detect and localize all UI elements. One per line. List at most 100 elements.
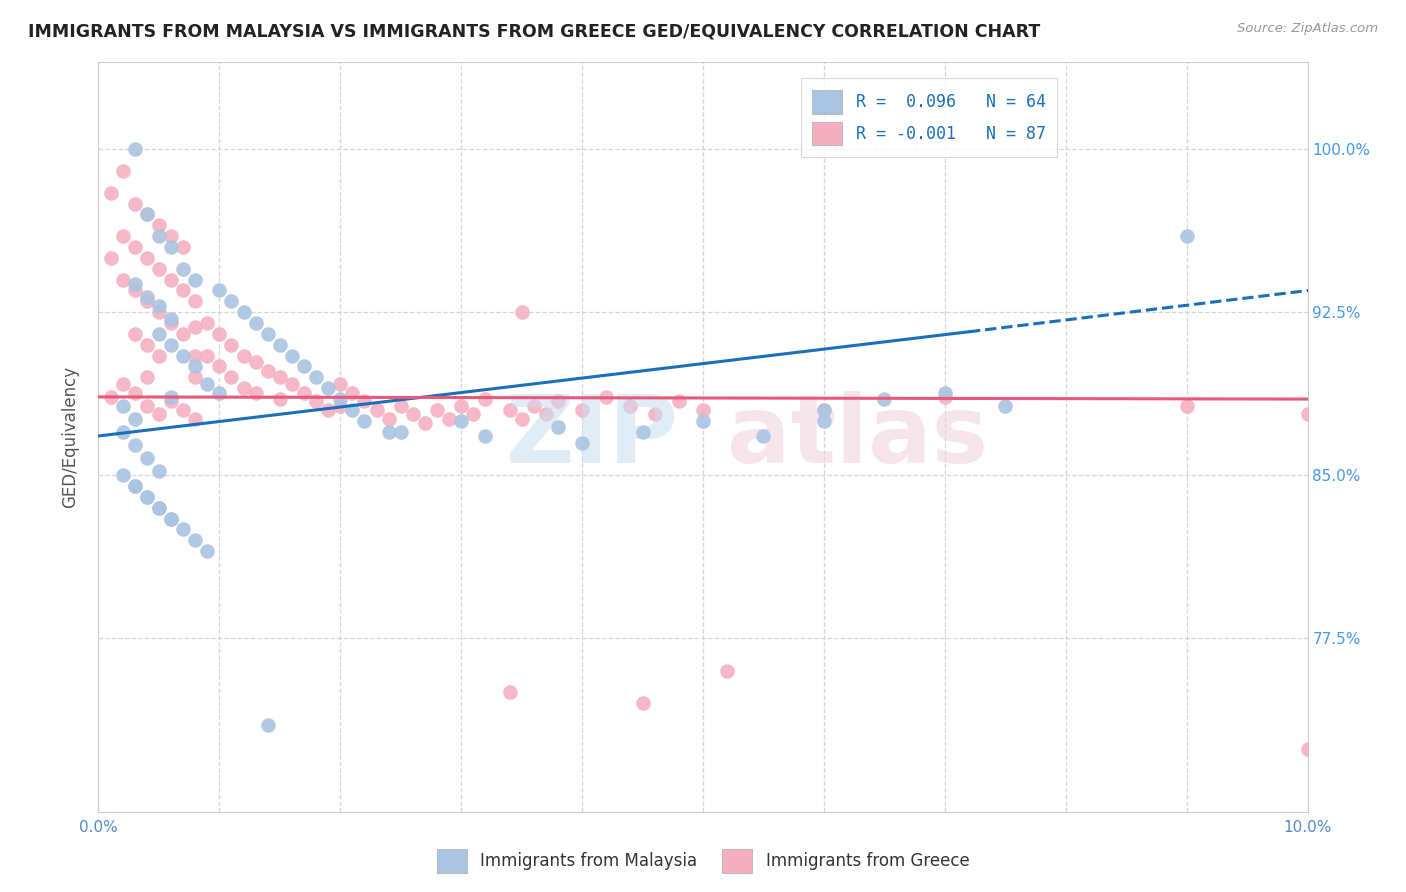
Point bbox=[1296, 407, 1319, 421]
Point bbox=[377, 411, 399, 425]
Point bbox=[195, 376, 218, 391]
Point bbox=[437, 411, 460, 425]
Point bbox=[135, 294, 157, 309]
Point bbox=[172, 349, 194, 363]
Point bbox=[172, 240, 194, 254]
Point bbox=[595, 390, 617, 404]
Point bbox=[232, 381, 254, 395]
Point bbox=[221, 294, 243, 309]
Point bbox=[631, 696, 654, 710]
Point bbox=[135, 490, 157, 504]
Point bbox=[148, 305, 170, 319]
Point bbox=[208, 284, 231, 298]
Point bbox=[124, 240, 146, 254]
Point bbox=[160, 511, 183, 525]
Point bbox=[184, 359, 207, 374]
Point bbox=[148, 500, 170, 515]
Point bbox=[232, 349, 254, 363]
Point bbox=[160, 338, 183, 352]
Point bbox=[135, 207, 157, 221]
Point bbox=[571, 435, 593, 450]
Point bbox=[269, 370, 291, 384]
Point bbox=[124, 196, 146, 211]
Point bbox=[184, 533, 207, 548]
Point bbox=[342, 385, 364, 400]
Point bbox=[692, 403, 714, 417]
Point bbox=[463, 407, 485, 421]
Point bbox=[172, 403, 194, 417]
Point bbox=[135, 338, 157, 352]
Point bbox=[934, 390, 956, 404]
Point bbox=[184, 294, 207, 309]
Point bbox=[135, 207, 157, 221]
Point bbox=[124, 479, 146, 493]
Point bbox=[644, 407, 666, 421]
Point bbox=[256, 718, 278, 732]
Point bbox=[111, 399, 134, 413]
Point bbox=[316, 381, 339, 395]
Point bbox=[342, 403, 364, 417]
Point bbox=[631, 425, 654, 439]
Point bbox=[160, 316, 183, 330]
Point bbox=[305, 370, 328, 384]
Point bbox=[873, 392, 896, 406]
Point bbox=[281, 349, 304, 363]
Point bbox=[148, 464, 170, 478]
Point bbox=[148, 261, 170, 276]
Point bbox=[329, 392, 352, 406]
Point bbox=[450, 399, 472, 413]
Point bbox=[148, 299, 170, 313]
Point bbox=[353, 414, 375, 428]
Point bbox=[752, 429, 775, 443]
Point bbox=[111, 425, 134, 439]
Point bbox=[245, 355, 267, 369]
Point bbox=[111, 272, 134, 286]
Point bbox=[148, 219, 170, 233]
Point bbox=[160, 394, 183, 409]
Point bbox=[148, 229, 170, 244]
Point bbox=[305, 394, 328, 409]
Point bbox=[619, 399, 641, 413]
Point bbox=[510, 305, 533, 319]
Point bbox=[329, 376, 352, 391]
Point bbox=[124, 479, 146, 493]
Point bbox=[124, 142, 146, 156]
Point bbox=[184, 272, 207, 286]
Point bbox=[124, 284, 146, 298]
Point bbox=[366, 403, 388, 417]
Text: IMMIGRANTS FROM MALAYSIA VS IMMIGRANTS FROM GREECE GED/EQUIVALENCY CORRELATION C: IMMIGRANTS FROM MALAYSIA VS IMMIGRANTS F… bbox=[28, 22, 1040, 40]
Point bbox=[934, 385, 956, 400]
Point bbox=[124, 438, 146, 452]
Point bbox=[184, 320, 207, 334]
Point bbox=[148, 326, 170, 341]
Point bbox=[172, 326, 194, 341]
Point bbox=[389, 399, 412, 413]
Point bbox=[281, 376, 304, 391]
Point bbox=[208, 385, 231, 400]
Point bbox=[450, 414, 472, 428]
Point bbox=[148, 349, 170, 363]
Point bbox=[124, 326, 146, 341]
Point bbox=[668, 394, 690, 409]
Point bbox=[100, 390, 122, 404]
Point bbox=[245, 316, 267, 330]
Text: atlas: atlas bbox=[727, 391, 988, 483]
Point bbox=[160, 311, 183, 326]
Point bbox=[474, 429, 496, 443]
Point bbox=[1175, 229, 1198, 244]
Point bbox=[184, 349, 207, 363]
Point bbox=[160, 240, 183, 254]
Point bbox=[148, 500, 170, 515]
Point bbox=[208, 359, 231, 374]
Point bbox=[208, 326, 231, 341]
Point bbox=[160, 390, 183, 404]
Point bbox=[111, 229, 134, 244]
Point bbox=[111, 468, 134, 483]
Point bbox=[692, 414, 714, 428]
Point bbox=[994, 399, 1017, 413]
Point bbox=[135, 251, 157, 265]
Point bbox=[269, 392, 291, 406]
Point bbox=[111, 164, 134, 178]
Point bbox=[135, 290, 157, 304]
Point bbox=[389, 425, 412, 439]
